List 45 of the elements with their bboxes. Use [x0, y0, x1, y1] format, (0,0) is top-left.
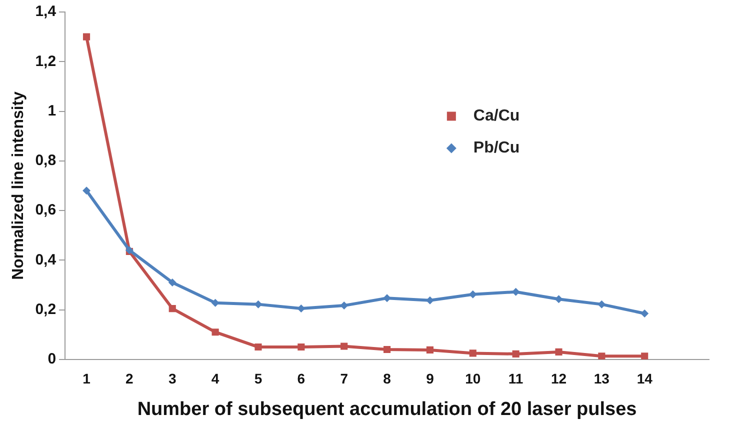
y-tick-label: 1 [48, 102, 56, 120]
legend-label: Pb/Cu [473, 140, 520, 157]
point [340, 342, 348, 350]
x-tick-label: 14 [636, 370, 653, 386]
point [598, 300, 606, 308]
x-axis-title: Number of subsequent accumulation of 20 laser pulses [137, 398, 637, 420]
point [298, 343, 305, 351]
point [254, 343, 262, 351]
y-tick-label: 1,4 [35, 3, 57, 20]
x-tick-label: 13 [594, 370, 610, 386]
x-tick-label: 8 [383, 370, 392, 386]
point [168, 278, 176, 286]
y-tick-label: 0,6 [35, 202, 56, 219]
x-tick-label: 12 [550, 370, 567, 386]
x-tick-label: 5 [254, 370, 262, 386]
point [468, 290, 477, 298]
point [469, 350, 476, 357]
x-tick-label: 6 [297, 370, 306, 386]
x-tick-label: 1 [82, 370, 91, 386]
point [168, 304, 176, 312]
y-tick-label: 0 [48, 350, 56, 368]
point [426, 346, 434, 354]
x-tick-label: 10 [465, 370, 481, 386]
y-tick-label: 0,8 [35, 152, 56, 170]
x-tick-label: 4 [211, 370, 220, 386]
y-tick-label: 0,4 [35, 251, 57, 268]
point [383, 346, 391, 354]
x-tick-label: 9 [426, 370, 434, 386]
legend-label: Ca/Cu [473, 108, 520, 125]
y-tick-label: 0,2 [35, 300, 56, 318]
point [640, 309, 649, 318]
point [554, 295, 563, 304]
point [598, 352, 606, 360]
x-tick-label: 2 [126, 370, 134, 386]
point [212, 328, 219, 336]
y-tick-label: 1,2 [35, 52, 56, 70]
point [82, 186, 91, 195]
x-tick-label: 7 [340, 370, 348, 386]
y-axis-title: Normalized line intensity [10, 91, 28, 280]
point [512, 350, 520, 358]
point [555, 348, 562, 356]
point [82, 33, 90, 40]
x-tick-label: 11 [508, 370, 524, 386]
point [641, 352, 648, 360]
x-tick-label: 3 [168, 370, 176, 386]
